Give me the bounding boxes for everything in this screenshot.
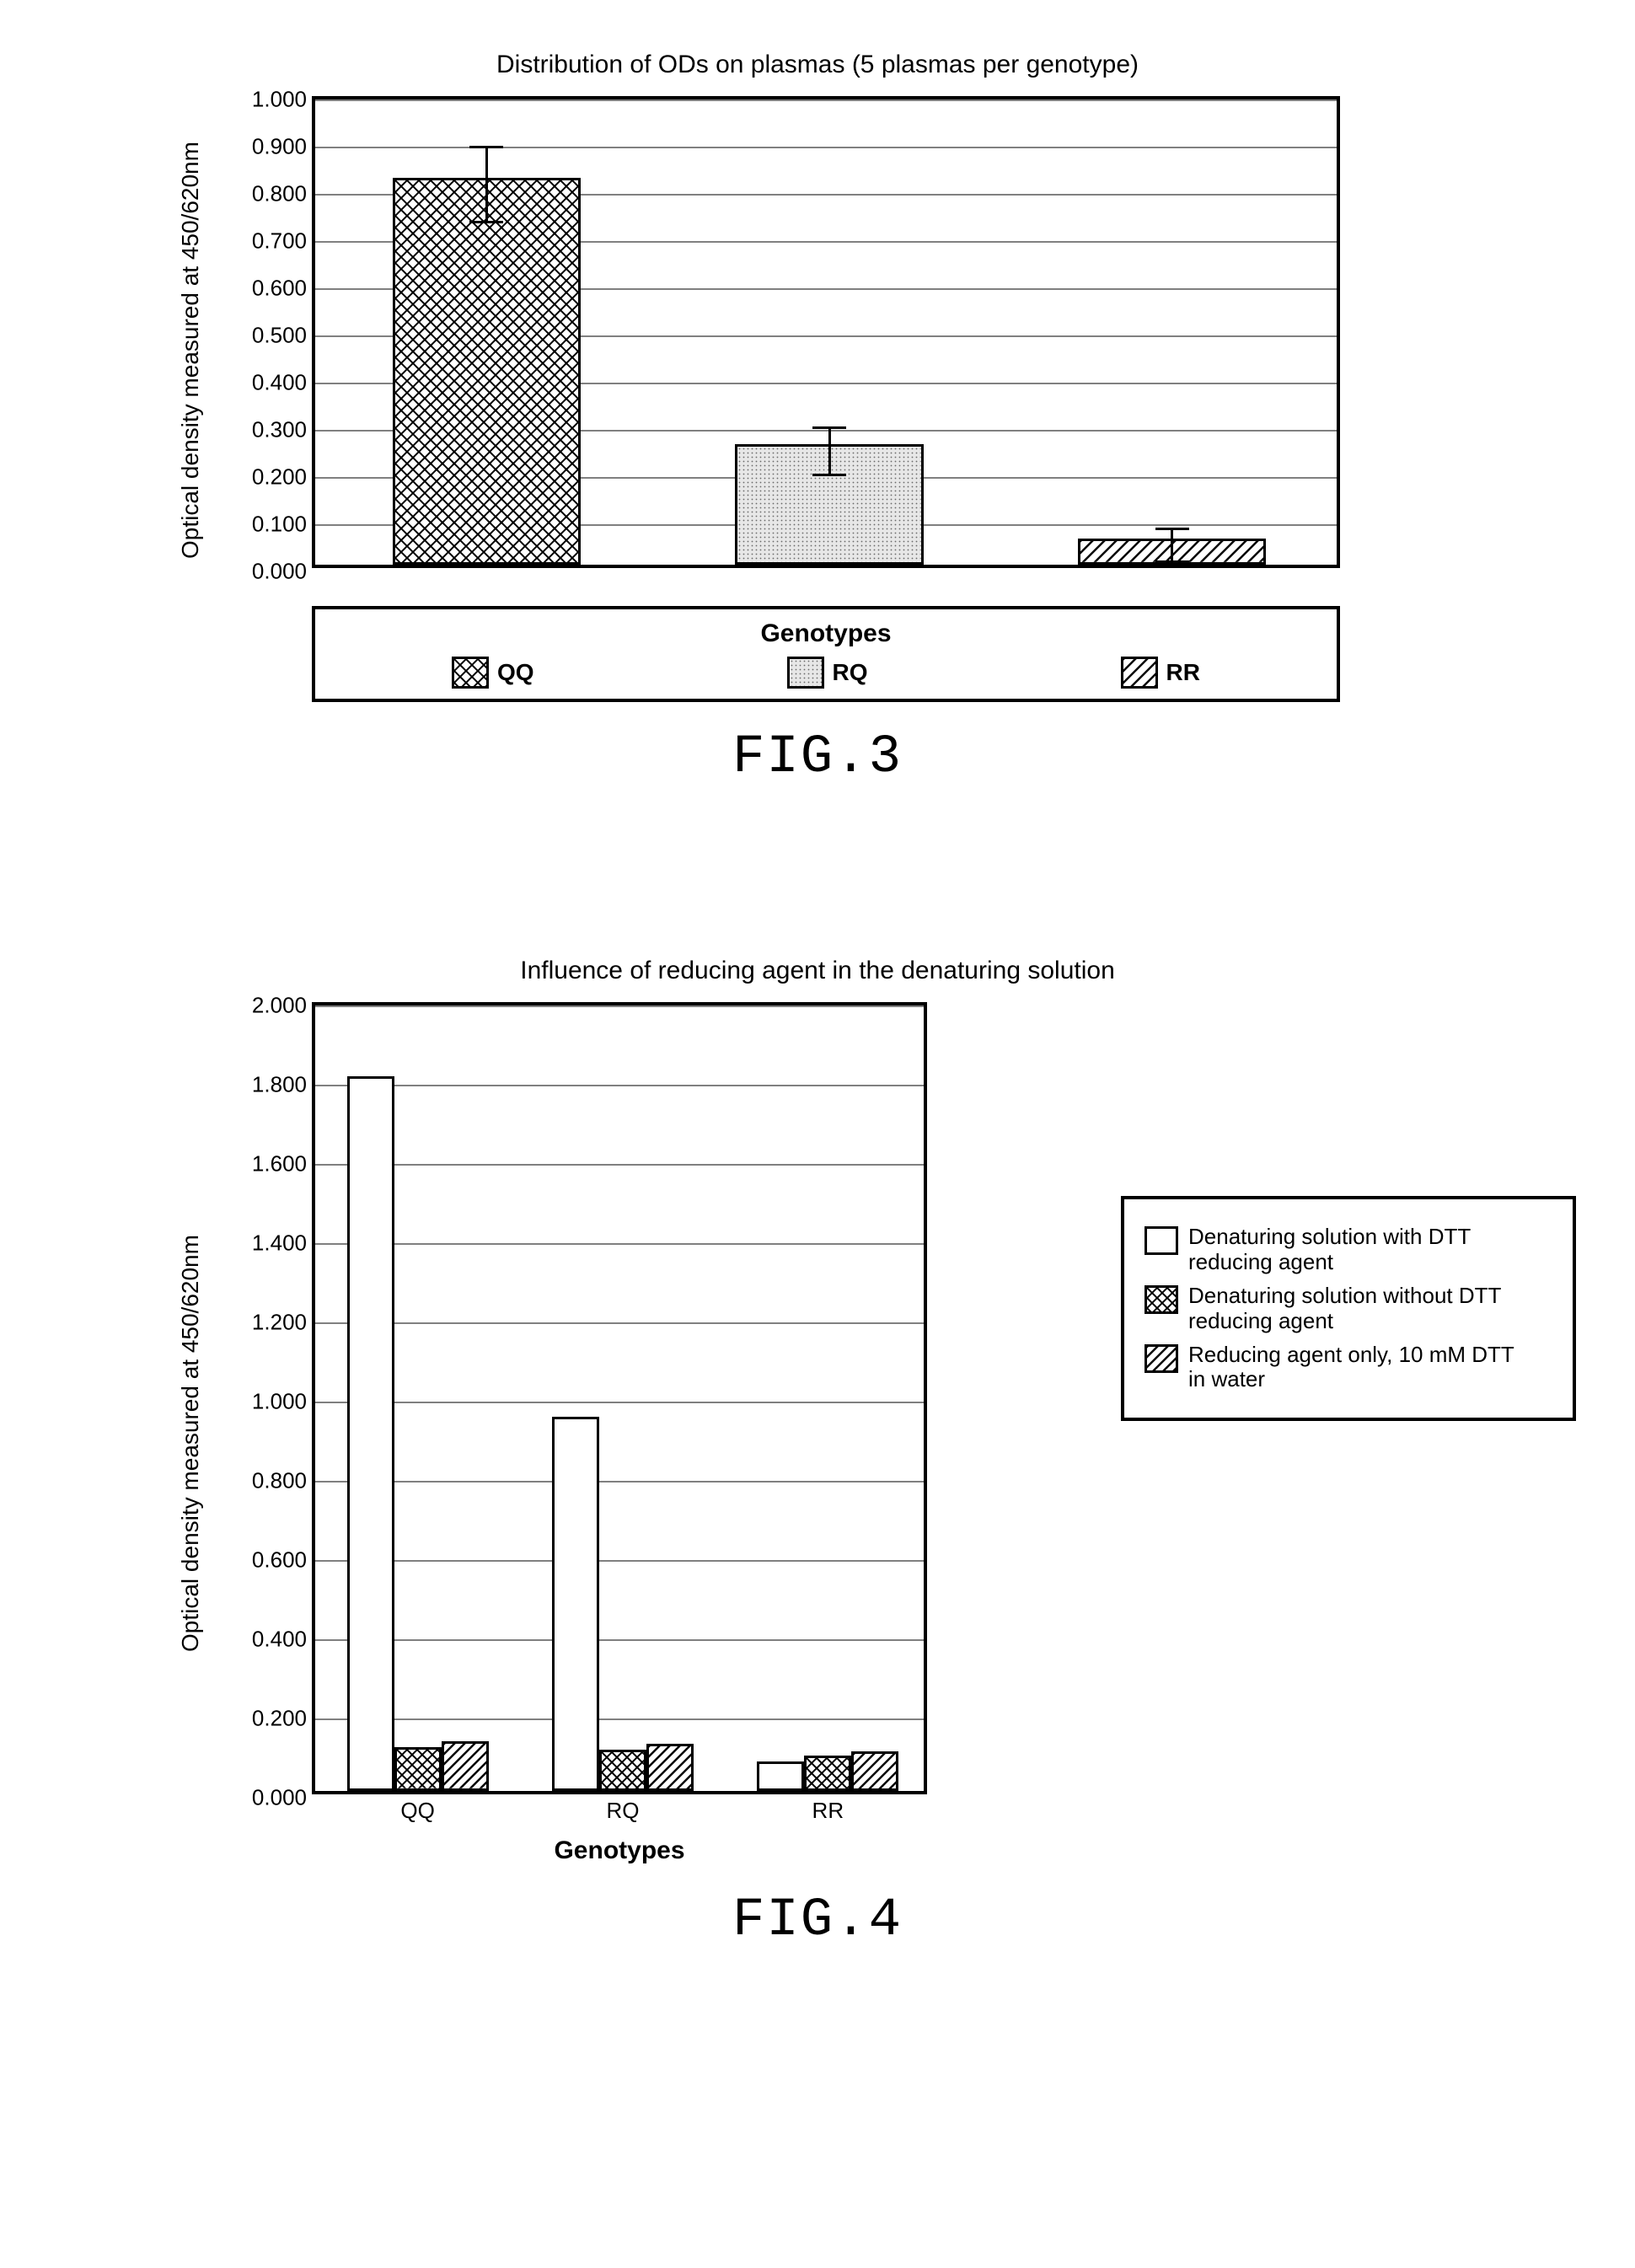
fig3-plot-area: 0.0000.1000.2000.3000.4000.5000.6000.700… [312,96,1340,568]
error-cap [1155,560,1189,563]
fig4-xlabel: Genotypes [312,1836,927,1865]
fig3-legend: Genotypes QQ RQ RR [312,606,1340,702]
ytick-label: 0.000 [252,559,315,585]
fig3-legend-row: QQ RQ RR [335,657,1316,689]
bar-RQ-with_dtt [552,1417,599,1791]
fig3-caption: FIG.3 [169,727,1466,788]
bar-RR-with_dtt [757,1761,804,1791]
legend-item: Denaturing solution with DTT reducing ag… [1144,1225,1532,1275]
gridline [315,147,1337,148]
error-cap [469,146,503,148]
legend-label: RQ [833,659,868,686]
gridline [315,99,1337,101]
ytick-label: 0.600 [252,276,315,302]
gridline [315,1005,924,1007]
legend-swatch [1121,657,1158,689]
fig4-title: Influence of reducing agent in the denat… [169,957,1466,985]
ytick-label: 0.400 [252,370,315,396]
gridline [315,1639,924,1641]
fig4-caption: FIG.4 [169,1890,1466,1951]
ytick-label: 1.000 [252,87,315,113]
legend-item: RQ [787,657,868,689]
bar-RR-dtt_only [851,1751,898,1791]
legend-item: Reducing agent only, 10 mM DTT in water [1144,1343,1532,1393]
ytick-label: 1.200 [252,1310,315,1336]
ytick-label: 0.800 [252,181,315,207]
legend-label: Denaturing solution without DTT reducing… [1188,1284,1532,1334]
bar-QQ [393,178,582,565]
legend-label: Denaturing solution with DTT reducing ag… [1188,1225,1532,1275]
error-cap [469,221,503,223]
error-bar [485,147,488,223]
bar-RQ-dtt_only [646,1744,694,1791]
gridline [315,1164,924,1166]
ytick-label: 1.400 [252,1231,315,1257]
ytick-label: 0.800 [252,1468,315,1494]
legend-swatch [452,657,489,689]
bar-RQ-without_dtt [599,1750,646,1791]
legend-label: QQ [497,659,534,686]
xtick-label: QQ [400,1791,434,1824]
error-cap [812,426,846,429]
ytick-label: 0.200 [252,1706,315,1732]
gridline [315,1402,924,1403]
error-bar [1171,529,1173,562]
fig4-ylabel: Optical density measured at 450/620nm [177,1235,204,1652]
bar-QQ-dtt_only [442,1741,489,1791]
legend-swatch [1144,1344,1178,1373]
ytick-label: 0.700 [252,228,315,255]
ytick-label: 0.200 [252,464,315,491]
legend-item: RR [1121,657,1200,689]
gridline [315,1085,924,1086]
bar-RR-without_dtt [804,1756,851,1791]
legend-item: QQ [452,657,534,689]
fig3-plot-wrap: Optical density measured at 450/620nm 0.… [169,96,1340,568]
ytick-label: 0.600 [252,1547,315,1574]
gridline [315,1718,924,1720]
ytick-label: 1.000 [252,1389,315,1415]
ytick-label: 0.300 [252,417,315,443]
ytick-label: 1.600 [252,1151,315,1177]
ytick-label: 0.500 [252,323,315,349]
gridline [315,1481,924,1483]
fig3-ylabel: Optical density measured at 450/620nm [177,142,204,559]
fig3-title: Distribution of ODs on plasmas (5 plasma… [169,51,1466,79]
fig3-block: Distribution of ODs on plasmas (5 plasma… [169,51,1466,788]
gridline [315,1560,924,1562]
error-cap [812,474,846,476]
fig3-legend-title: Genotypes [335,619,1316,648]
bar-QQ-with_dtt [347,1076,394,1791]
legend-swatch [787,657,824,689]
gridline [315,1322,924,1324]
bar-QQ-without_dtt [394,1747,442,1791]
gridline [315,1243,924,1245]
xtick-label: RQ [607,1791,640,1824]
ytick-label: 2.000 [252,993,315,1019]
fig4-plot-wrap: Optical density measured at 450/620nm 0.… [169,1002,1466,1798]
ytick-label: 1.800 [252,1072,315,1098]
fig4-plot-area: 0.0000.2000.4000.6000.8001.0001.2001.400… [312,1002,927,1794]
fig4-block: Influence of reducing agent in the denat… [169,957,1466,1951]
legend-item: Denaturing solution without DTT reducing… [1144,1284,1532,1334]
page: Distribution of ODs on plasmas (5 plasma… [0,0,1635,2268]
legend-label: RR [1166,659,1200,686]
error-cap [1155,528,1189,530]
ytick-label: 0.900 [252,134,315,160]
legend-swatch [1144,1285,1178,1314]
fig4-legend: Denaturing solution with DTT reducing ag… [1121,1196,1576,1421]
legend-label: Reducing agent only, 10 mM DTT in water [1188,1343,1532,1393]
ytick-label: 0.000 [252,1785,315,1811]
ytick-label: 0.100 [252,512,315,538]
ytick-label: 0.400 [252,1627,315,1653]
xtick-label: RR [812,1791,844,1824]
legend-swatch [1144,1226,1178,1255]
error-bar [828,427,831,475]
